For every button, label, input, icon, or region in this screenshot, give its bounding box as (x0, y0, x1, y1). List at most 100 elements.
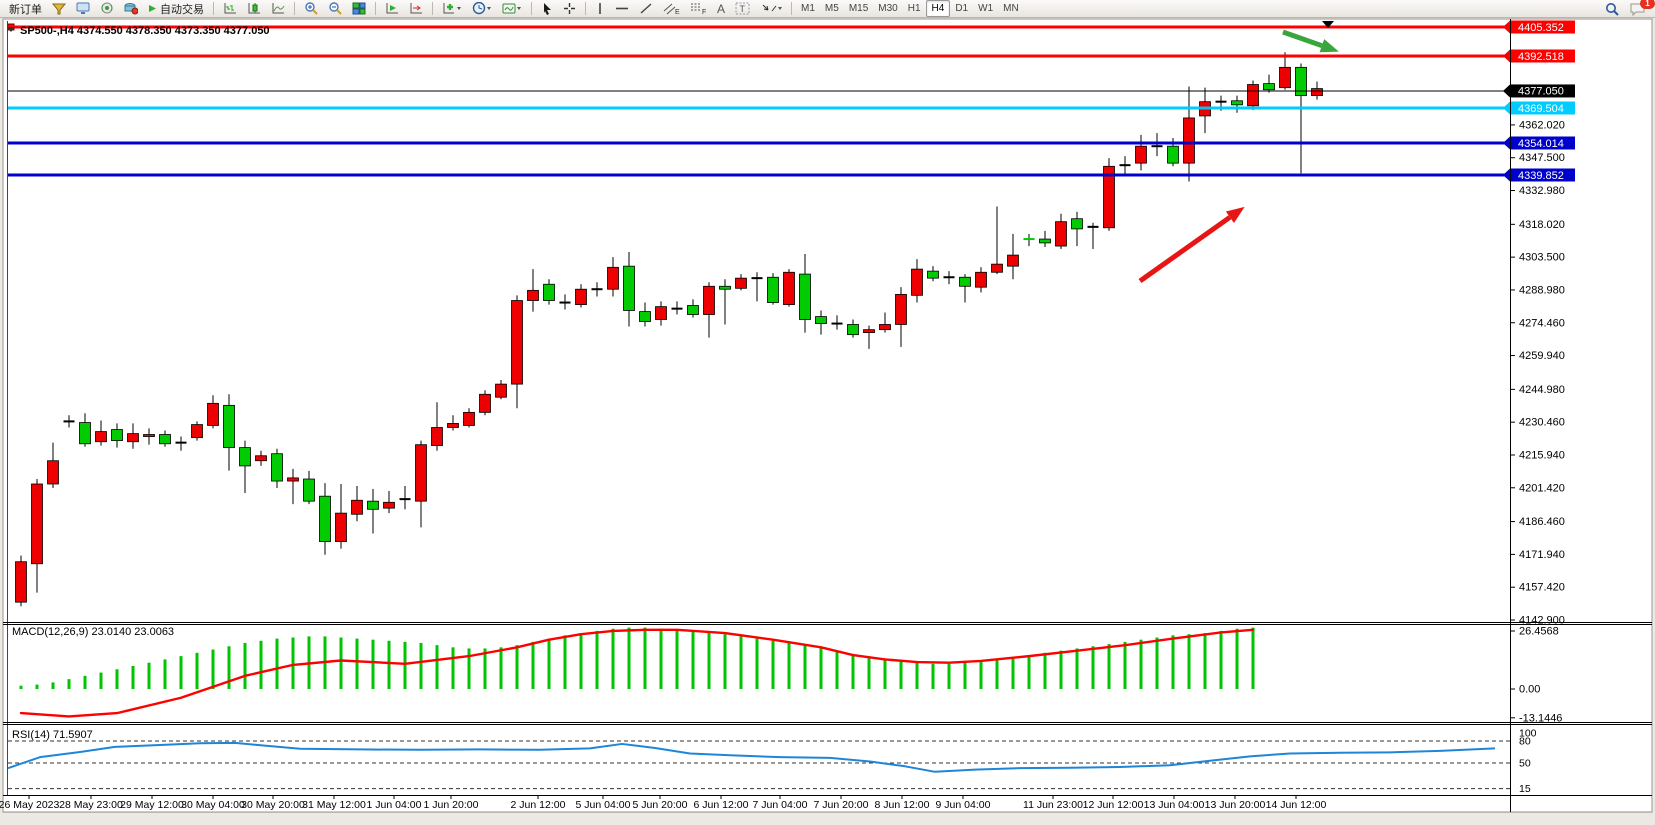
price-badge-label: 4369.504 (1518, 103, 1564, 115)
candle-body (975, 271, 987, 288)
market-watch-icon[interactable] (47, 0, 71, 18)
price-tick-label: 4288.980 (1519, 284, 1565, 296)
new-order-button[interactable]: 新订单 (4, 0, 47, 18)
candle-body (1071, 218, 1083, 230)
candle-body (111, 429, 123, 442)
candle-body (47, 460, 59, 485)
timeframe-button-H4[interactable]: H4 (925, 0, 951, 17)
chart-title: SP500-,H4 4374.550 4378.350 4373.350 437… (20, 25, 270, 37)
trendline-icon[interactable] (634, 0, 658, 18)
candle-body (543, 283, 555, 301)
bar-chart-icon[interactable] (218, 0, 242, 18)
candlestick-chart-icon[interactable] (242, 0, 266, 18)
candle-body (447, 423, 459, 428)
terminal-icon[interactable] (119, 0, 143, 18)
timeframe-button-MN[interactable]: MN (1003, 3, 1019, 14)
channel-icon[interactable]: E (658, 0, 685, 18)
zoom-in-icon[interactable] (299, 0, 323, 18)
templates-icon[interactable] (497, 0, 527, 18)
periods-icon[interactable] (467, 0, 497, 18)
candle-body (95, 431, 107, 443)
price-badge-notch (1503, 168, 1510, 182)
price-badge (1511, 168, 1575, 182)
navigator-icon[interactable] (71, 0, 95, 18)
candle-body (1103, 165, 1115, 229)
shapes-icon[interactable] (755, 0, 787, 18)
separator (432, 2, 433, 15)
red-arrow-object-head[interactable] (1225, 206, 1245, 223)
candle-body (255, 455, 267, 462)
auto-scroll-icon[interactable] (380, 0, 404, 18)
timeframe-button-H1[interactable]: H1 (907, 3, 921, 14)
candle-body (159, 434, 171, 445)
candle-body (367, 500, 379, 510)
rsi-label: RSI(14) 71.5907 (12, 729, 93, 741)
candle-body (223, 404, 235, 449)
label-icon[interactable]: T (730, 0, 755, 18)
timeframe-button-D1[interactable]: D1 (955, 3, 969, 14)
price-badge-label: 4377.050 (1518, 86, 1564, 98)
date-label: 5 Jun 04:00 (576, 799, 631, 811)
status-strip (3, 812, 1652, 825)
candle-body (655, 306, 667, 320)
notification-badge: 1 (1640, 0, 1655, 9)
date-label: 5 Jun 20:00 (633, 799, 688, 811)
text-icon[interactable]: A (717, 1, 726, 16)
price-badge (1511, 20, 1575, 34)
price-badge-notch (1503, 84, 1510, 98)
green-arrow-object[interactable] (1282, 29, 1323, 49)
line-chart-icon[interactable] (266, 0, 290, 18)
date-label: 6 Jun 12:00 (694, 799, 749, 811)
price-badge-notch (1503, 49, 1510, 63)
date-label: 28 May 23:00 (59, 799, 123, 811)
candle-body (783, 271, 795, 305)
rsi-axis-label: 100 (1519, 728, 1537, 740)
auto-trading-button[interactable]: 自动交易 (143, 0, 209, 18)
separator (294, 2, 295, 15)
zoom-out-icon[interactable] (323, 0, 347, 18)
candle-body (271, 453, 283, 482)
rsi-axis-label: 15 (1519, 783, 1531, 795)
chart-window (2, 18, 1653, 813)
tile-windows-icon[interactable] (347, 0, 371, 18)
separator (585, 2, 586, 15)
search-icon[interactable] (1600, 0, 1625, 18)
separator (213, 2, 214, 15)
timeframe-button-M5[interactable]: M5 (824, 3, 839, 14)
candle-body (815, 316, 827, 324)
red-arrow-object[interactable] (1138, 215, 1232, 284)
candle-body (1279, 66, 1291, 89)
collapse-arrow-icon[interactable] (7, 27, 15, 32)
svg-text:T: T (740, 4, 746, 14)
vertical-line-icon[interactable] (590, 0, 610, 18)
timeframe-button-M30[interactable]: M30 (878, 3, 898, 14)
timeframe-button-W1[interactable]: W1 (978, 3, 994, 14)
green-arrow-object-head[interactable] (1319, 39, 1339, 53)
horizontal-line-icon[interactable] (610, 0, 634, 18)
chart-shift-icon[interactable] (404, 0, 428, 18)
date-label: 1 Jun 04:00 (367, 799, 422, 811)
candle-body (991, 263, 1003, 273)
macd-axis-label: 26.4568 (1519, 626, 1559, 638)
candle-body (1295, 66, 1307, 96)
candle-body (1263, 83, 1275, 91)
candle-body (207, 402, 219, 426)
candle-body (767, 276, 779, 303)
timeframe-button-M1[interactable]: M1 (801, 3, 815, 14)
indicators-icon[interactable] (437, 0, 467, 18)
crosshair-icon[interactable] (558, 0, 581, 18)
timeframe-button-M15[interactable]: M15 (848, 3, 869, 14)
cursor-icon[interactable] (536, 0, 558, 18)
candle-body (495, 383, 507, 398)
candle-body (703, 285, 715, 315)
separator (531, 2, 532, 15)
date-label: 13 Jun 04:00 (1144, 799, 1205, 811)
data-signal-icon[interactable] (95, 0, 119, 18)
svg-text:F: F (702, 9, 706, 15)
candle-body (383, 501, 395, 509)
fibonacci-icon[interactable]: F (685, 0, 712, 18)
price-tick-label: 4362.020 (1519, 119, 1565, 131)
date-label: 7 Jun 20:00 (814, 799, 869, 811)
chat-button[interactable]: 1 (1625, 0, 1655, 18)
